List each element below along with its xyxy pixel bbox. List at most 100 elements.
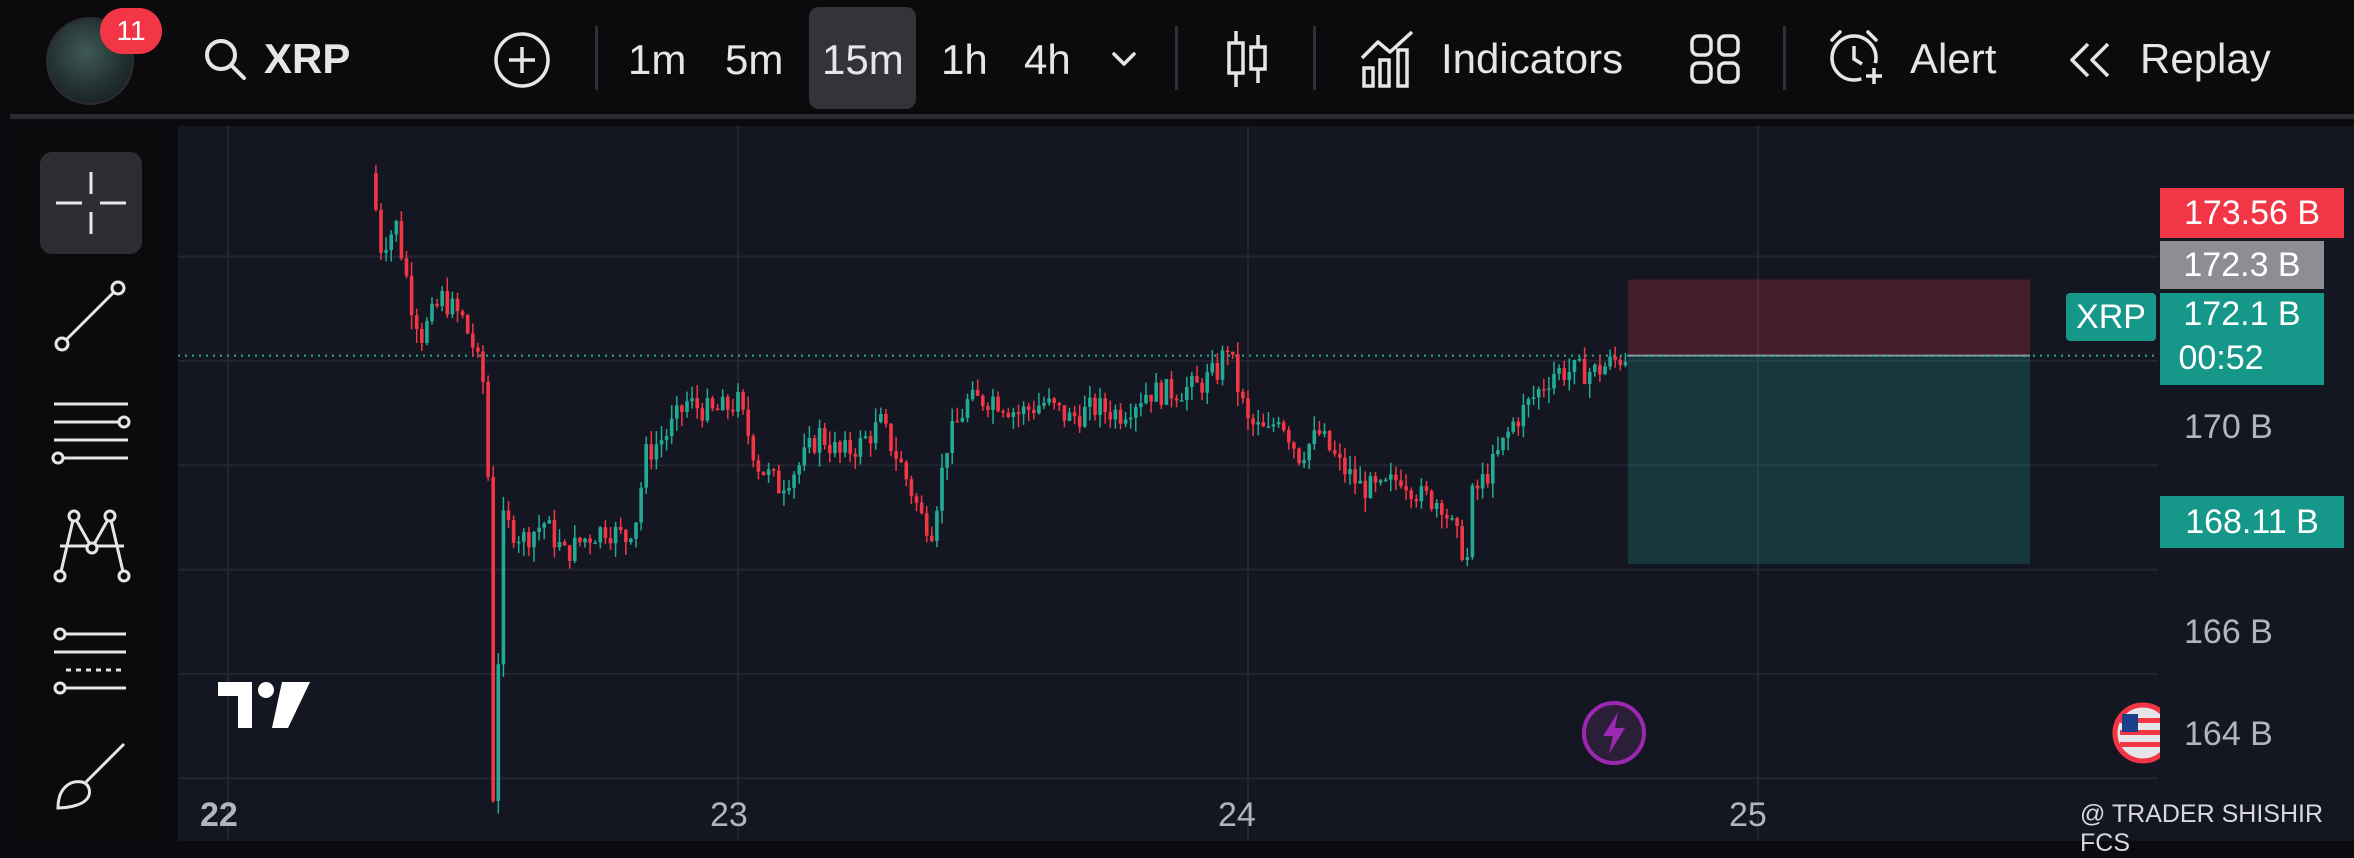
- candle-body: [659, 440, 664, 445]
- candles-icon[interactable]: [1222, 27, 1270, 91]
- candle-body: [1281, 422, 1286, 431]
- candle-body: [654, 444, 659, 460]
- candle-body: [379, 209, 383, 253]
- candle-body: [1113, 409, 1118, 420]
- candle-body: [409, 275, 414, 316]
- candle-body: [726, 396, 730, 410]
- timeframe-5m[interactable]: 5m: [725, 36, 784, 83]
- candle-body: [1618, 359, 1623, 366]
- upper-target-price: 173.56 B: [2160, 188, 2344, 238]
- candle-body: [1557, 368, 1561, 374]
- candle-body: [746, 409, 750, 437]
- candle-body: [1179, 400, 1184, 402]
- candle-body: [1475, 485, 1480, 489]
- candle-body: [751, 436, 756, 461]
- chevron-down-icon[interactable]: [1108, 47, 1140, 71]
- candle-body: [603, 527, 608, 539]
- candle-body: [700, 408, 705, 421]
- candle-body: [889, 423, 893, 452]
- indicators-button[interactable]: Indicators: [1441, 35, 1624, 82]
- price-chart[interactable]: [178, 126, 2354, 841]
- layout-grid-icon[interactable]: [1689, 33, 1741, 85]
- indicators-icon[interactable]: [1358, 28, 1416, 88]
- candle-body: [501, 510, 506, 665]
- fib-levels-tool[interactable]: [40, 608, 142, 710]
- stop-loss-zone: [1628, 279, 2030, 356]
- candle-body: [624, 530, 628, 542]
- candle-body: [756, 460, 761, 472]
- candle-body: [435, 303, 439, 307]
- crosshair-tool[interactable]: [40, 152, 142, 254]
- us-flag-icon[interactable]: [2110, 700, 2160, 766]
- candle-body: [1450, 518, 1454, 520]
- candle-body: [414, 315, 419, 329]
- high-price-marker: 172.3 B: [2160, 241, 2324, 289]
- candle-body: [868, 436, 873, 444]
- candle-body: [924, 513, 929, 536]
- candle-body: [1098, 398, 1102, 415]
- candle-body: [771, 469, 776, 471]
- lightning-icon[interactable]: [1581, 700, 1647, 766]
- candle-body: [731, 409, 735, 412]
- candle-body: [669, 418, 674, 437]
- drawing-toolbar: [10, 126, 168, 841]
- candle-body: [981, 395, 985, 407]
- candle-body: [1348, 469, 1352, 475]
- candle-body: [567, 545, 572, 561]
- candle-body: [547, 520, 552, 524]
- top-toolbar: 11 XRP 1m 5m 15m 1h 4h Indicators: [0, 0, 2354, 119]
- replay-button[interactable]: Replay: [2140, 35, 2271, 82]
- rewind-icon[interactable]: [2064, 38, 2116, 82]
- timeframe-15m[interactable]: 15m: [822, 36, 904, 83]
- candle-body: [1159, 382, 1164, 405]
- candle-body: [420, 328, 424, 343]
- candle-body: [1368, 476, 1373, 498]
- candle-body: [1174, 398, 1179, 401]
- candle-body: [685, 401, 689, 412]
- candle-body: [573, 537, 577, 561]
- toolbar-divider: [10, 114, 2354, 119]
- alert-button[interactable]: Alert: [1910, 35, 1997, 82]
- candle-body: [1363, 480, 1368, 498]
- candle-body: [644, 444, 648, 488]
- candle-body: [965, 399, 970, 419]
- candle-body: [1460, 525, 1464, 560]
- timeframe-1h[interactable]: 1h: [941, 36, 988, 83]
- search-icon[interactable]: [202, 36, 248, 82]
- candle-body: [1332, 450, 1337, 454]
- candle-body: [588, 538, 592, 543]
- candle-body: [695, 398, 699, 409]
- candle-body: [1103, 398, 1107, 413]
- candle-body: [649, 444, 654, 460]
- symbol-search-button[interactable]: XRP: [264, 35, 351, 82]
- candle-body: [1195, 376, 1199, 383]
- candle-body: [1215, 362, 1220, 380]
- candle-body: [1577, 358, 1582, 361]
- candle-body: [1139, 403, 1143, 408]
- timeframe-1m[interactable]: 1m: [628, 36, 687, 83]
- plus-circle-icon[interactable]: [492, 30, 552, 90]
- chart-panel[interactable]: 173.56 B 172.3 B XRP 172.1 B 00:52 170 B…: [178, 126, 2354, 857]
- horizontal-lines-tool[interactable]: [40, 380, 142, 482]
- fib-levels-icon: [53, 627, 126, 695]
- candle-body: [899, 458, 903, 463]
- candle-body: [1455, 518, 1459, 526]
- candle-body: [613, 526, 618, 544]
- candle-body: [1572, 360, 1577, 373]
- trend-line-tool[interactable]: [40, 266, 142, 368]
- alarm-plus-icon[interactable]: [1824, 26, 1890, 92]
- candle-body: [394, 221, 399, 235]
- candle-body: [1021, 406, 1026, 415]
- candle-body: [1108, 412, 1113, 420]
- candle-body: [1394, 474, 1398, 481]
- timeframe-4h[interactable]: 4h: [1024, 36, 1071, 83]
- candle-body: [496, 664, 501, 801]
- tradingview-logo: [218, 682, 310, 728]
- candle-body: [797, 465, 801, 475]
- candle-body: [1593, 364, 1597, 373]
- candle-body: [1562, 368, 1566, 380]
- pattern-tool[interactable]: [40, 494, 142, 596]
- candle-body: [822, 428, 827, 445]
- candle-body: [1511, 421, 1515, 432]
- brush-tool[interactable]: [40, 722, 142, 824]
